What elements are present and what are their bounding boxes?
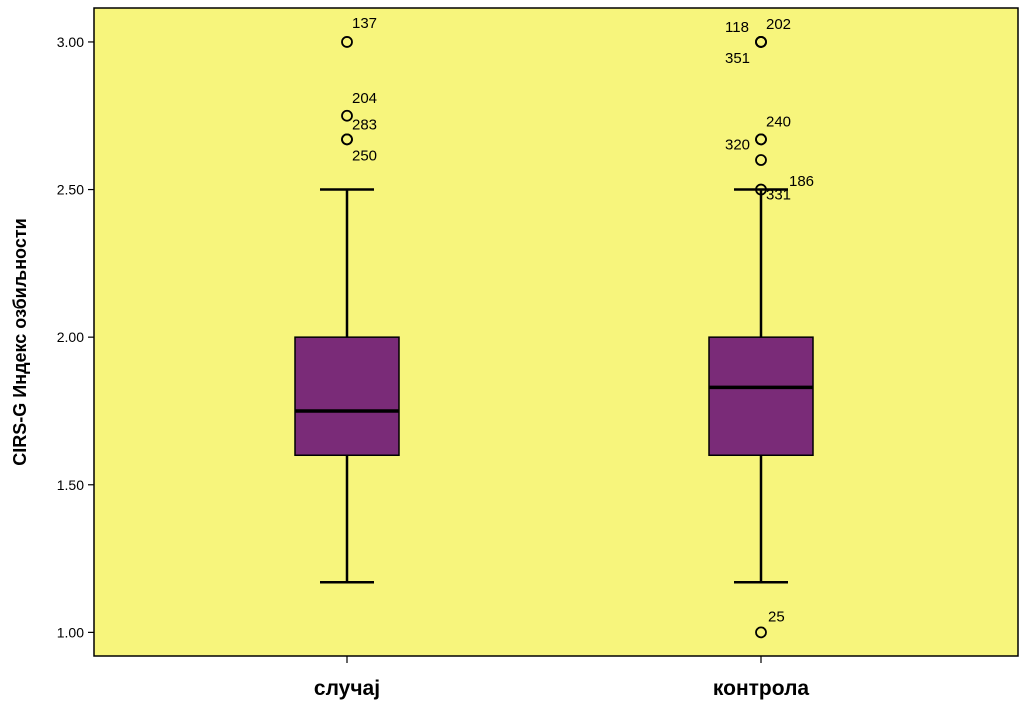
outlier-point [341, 109, 353, 122]
y-axis-label: CIRS-G Индекс озбиљности [10, 218, 30, 465]
y-tick-label: 3.00 [57, 34, 84, 50]
y-tick-label: 2.50 [57, 182, 84, 198]
outlier-label: 25 [768, 608, 785, 625]
plot-area [93, 7, 1019, 657]
outlier-point [755, 36, 767, 48]
outlier-label: 137 [352, 15, 377, 32]
outlier-label: 351 [725, 50, 750, 67]
outlier-label: 250 [352, 147, 377, 164]
outlier-point [341, 133, 353, 146]
outlier-point [755, 133, 767, 146]
iqr-box [294, 336, 400, 457]
outlier-point [755, 626, 767, 639]
outlier-label: 283 [352, 116, 377, 133]
outlier-label: 118 [725, 19, 749, 36]
outlier-label: 202 [766, 16, 791, 33]
outlier-point [755, 183, 767, 196]
y-tick-label: 1.50 [57, 477, 84, 493]
iqr-box [708, 336, 814, 457]
box-group-1: 137 204 283 250 [294, 15, 400, 584]
outlier-point [755, 154, 767, 166]
y-tick-label: 1.00 [57, 624, 84, 640]
outlier-label: 320 [725, 136, 750, 153]
x-axis: случај контрола [314, 656, 809, 700]
outlier-label: 331 [766, 187, 791, 204]
outlier-label: 186 [789, 173, 814, 190]
x-category-label: случај [314, 677, 380, 700]
x-category-label: контрола [713, 677, 810, 700]
outlier-point [341, 36, 353, 48]
outlier-label: 204 [352, 90, 377, 107]
outlier-label: 240 [766, 113, 791, 130]
y-tick-label: 2.00 [57, 329, 84, 345]
y-axis: 1.00 1.50 2.00 2.50 3.00 [57, 34, 94, 640]
